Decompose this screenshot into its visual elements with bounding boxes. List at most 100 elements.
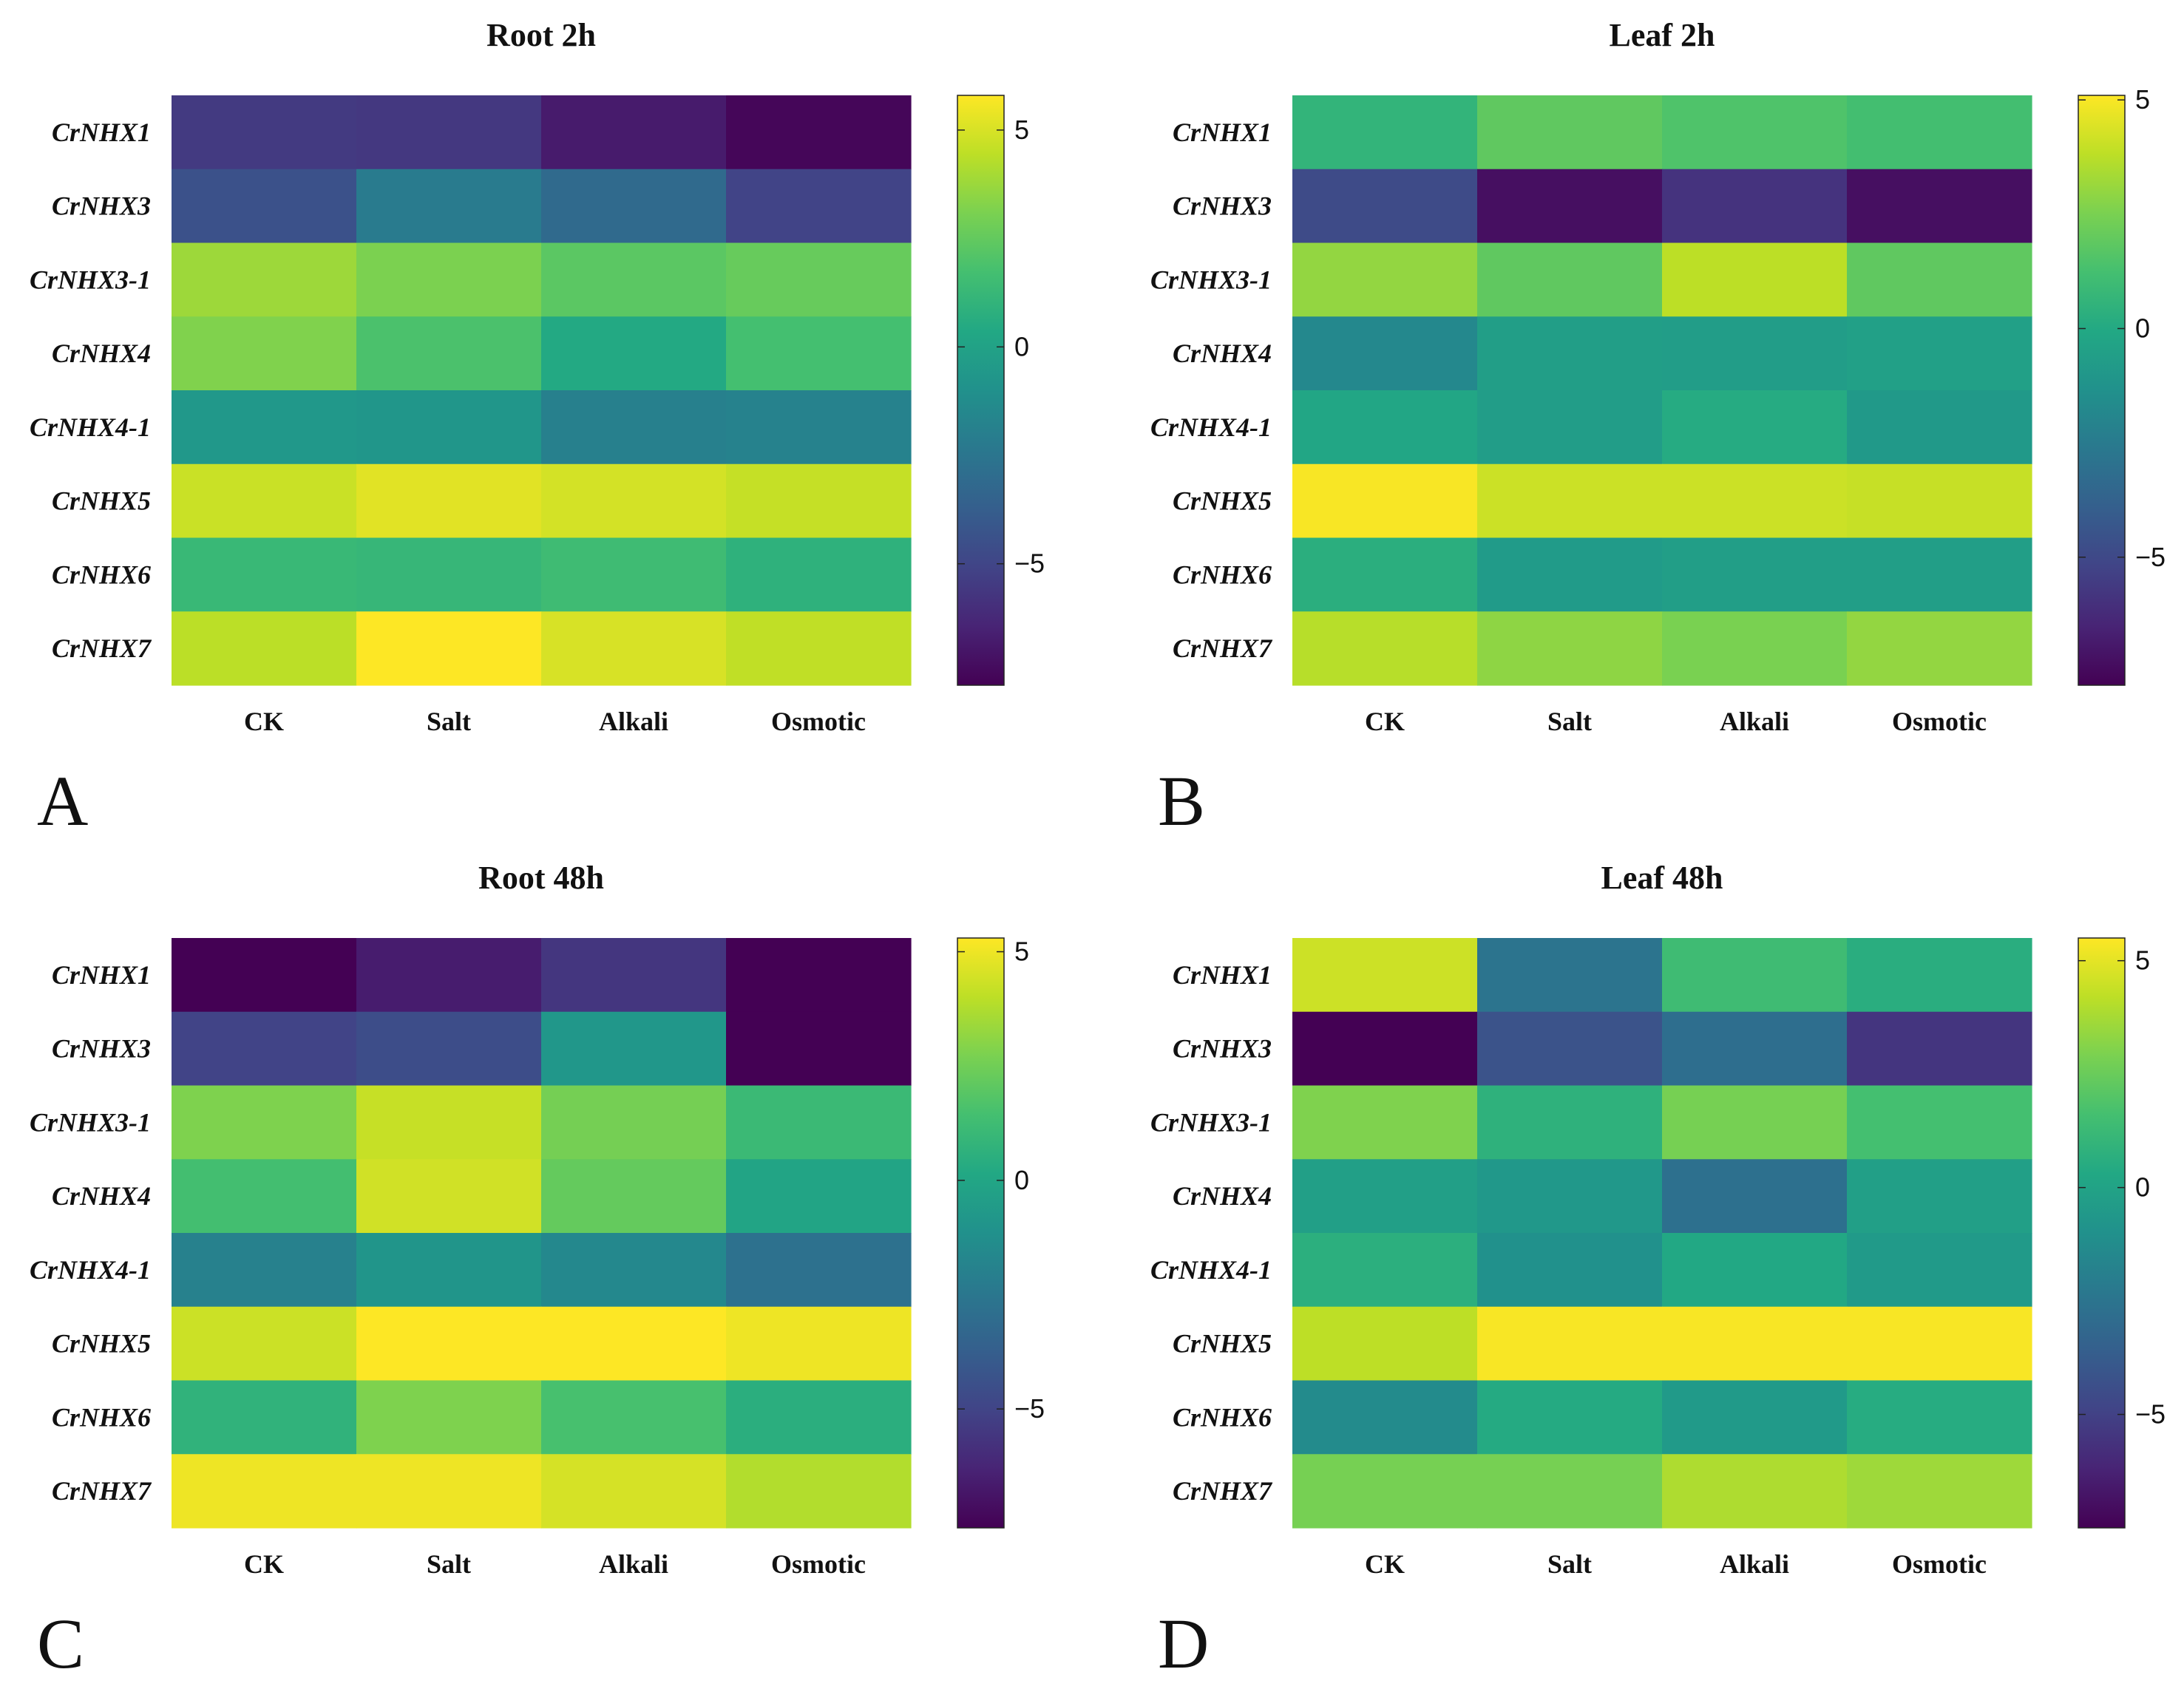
heatmap-cell: [726, 1159, 912, 1234]
heatmap-cell: [1292, 1233, 1478, 1308]
heatmap-cell: [1477, 1085, 1663, 1160]
heatmap-cell: [726, 1233, 912, 1308]
colorbar-tick-label: 5: [2135, 84, 2150, 115]
row-label: CrNHX6: [1173, 1402, 1272, 1432]
colorbar-tick-label: 5: [1014, 937, 1029, 967]
heatmap-cell: [541, 316, 727, 391]
colorbar-tick-label: 0: [2135, 313, 2150, 343]
heatmap-cell: [1477, 316, 1663, 391]
row-label: CrNHX3: [1173, 191, 1272, 221]
heatmap-cell: [1292, 938, 1478, 1013]
heatmap-cell: [356, 938, 542, 1013]
heatmap-panel-d: Leaf 48h CrNHX1 CrNHX3 CrNHX3-1 CrNHX4 CrNHX4…: [1150, 860, 2166, 1683]
heatmap-cell: [1292, 95, 1478, 170]
heatmap-cell: [356, 1085, 542, 1160]
column-label: Osmotic: [1892, 707, 1987, 736]
heatmap-cell: [1477, 1011, 1663, 1087]
row-label: CrNHX4-1: [1150, 412, 1272, 442]
row-label: CrNHX5: [52, 486, 151, 516]
heatmap-cell: [1292, 537, 1478, 612]
colorbar: [2078, 937, 2126, 1529]
column-label: CK: [1365, 707, 1405, 736]
heatmap-cell: [541, 169, 727, 244]
heatmap-cell: [1292, 1454, 1478, 1529]
heatmap-cell: [1477, 390, 1663, 465]
column-label: CK: [1365, 1549, 1405, 1579]
heatmap-cell: [1477, 463, 1663, 539]
heatmap-cell: [1662, 390, 1848, 465]
row-label: CrNHX5: [52, 1329, 151, 1359]
heatmap-cell: [1292, 1306, 1478, 1382]
heatmap-cell: [1847, 611, 2032, 686]
row-label: CrNHX3: [52, 191, 151, 221]
heatmap-cell: [356, 1454, 542, 1529]
colorbar: [2078, 95, 2126, 686]
heatmap-panel-a: Root 2h CrNHX1 CrNHX3 CrNHX3-1 CrNHX4 CrNHX4-…: [30, 17, 1045, 840]
row-label: CrNHX3-1: [30, 265, 151, 294]
heatmap-cell: [1662, 537, 1848, 612]
heatmap-cell: [541, 390, 727, 465]
colorbar-tick-label: 0: [1014, 331, 1029, 361]
heatmap-cell: [172, 537, 357, 612]
heatmap-cell: [726, 1306, 912, 1382]
heatmap-cell: [1847, 1159, 2032, 1234]
heatmap-cell: [1847, 390, 2032, 465]
heatmap-cell: [1477, 1233, 1663, 1308]
colorbar-tick-label: −5: [2135, 542, 2166, 572]
heatmap-cell: [1292, 1159, 1478, 1234]
heatmap-cell: [356, 1380, 542, 1455]
heatmap-cell: [356, 611, 542, 686]
heatmap-cell: [1292, 390, 1478, 465]
heatmap-cell: [356, 242, 542, 317]
heatmap-cell: [1847, 463, 2032, 539]
heatmap-cell: [172, 1306, 357, 1382]
heatmap-cell: [541, 1454, 727, 1529]
row-label: CrNHX3: [1173, 1034, 1272, 1064]
heatmap-cell: [356, 1159, 542, 1234]
colorbar-tick-label: −5: [2135, 1399, 2166, 1430]
heatmap-cell: [172, 611, 357, 686]
heatmap-cell: [1477, 95, 1663, 170]
column-label: Alkali: [1720, 707, 1789, 736]
heatmap-panel-c: Root 48h CrNHX1 CrNHX3 CrNHX3-1 CrNHX4 CrNHX4…: [30, 860, 1045, 1683]
panel-label: D: [1158, 1604, 1209, 1683]
heatmap-cell: [1477, 169, 1663, 244]
heatmap-cell: [541, 242, 727, 317]
heatmap-cell: [1477, 1454, 1663, 1529]
heatmap-cell: [726, 1011, 912, 1087]
heatmap-cell: [726, 95, 912, 170]
colorbar-tick-label: 0: [1014, 1165, 1029, 1195]
colorbar: [957, 937, 1005, 1529]
heatmap-cell: [1292, 316, 1478, 391]
heatmap-cell: [1662, 169, 1848, 244]
heatmap-cell: [1662, 938, 1848, 1013]
chart-title: Root 2h: [486, 17, 596, 53]
row-label: CrNHX1: [1173, 960, 1272, 990]
heatmap-cell: [726, 611, 912, 686]
column-label: Salt: [427, 1549, 471, 1579]
heatmap-cell: [1847, 1306, 2032, 1382]
heatmap-cell: [172, 242, 357, 317]
heatmap-cell: [726, 316, 912, 391]
column-label: Osmotic: [771, 707, 866, 736]
row-label: CrNHX7: [52, 1476, 152, 1506]
heatmap-cell: [172, 390, 357, 465]
heatmap-cell: [172, 463, 357, 539]
heatmap-cell: [1662, 1159, 1848, 1234]
row-label: CrNHX6: [52, 560, 151, 589]
heatmap-cell: [541, 938, 727, 1013]
row-label: CrNHX5: [1173, 486, 1272, 516]
heatmap-cell: [172, 1011, 357, 1087]
colorbar-tick-label: −5: [1014, 548, 1045, 579]
heatmap-cell: [541, 95, 727, 170]
heatmap-cell: [356, 463, 542, 539]
heatmap-cell: [726, 463, 912, 539]
heatmap-cell: [1662, 463, 1848, 539]
heatmap-cell: [1662, 1233, 1848, 1308]
heatmap-cell: [1477, 611, 1663, 686]
heatmap-cell: [1292, 463, 1478, 539]
column-label: CK: [244, 707, 284, 736]
row-label: CrNHX4: [1173, 1181, 1272, 1211]
heatmap-cell: [726, 1380, 912, 1455]
